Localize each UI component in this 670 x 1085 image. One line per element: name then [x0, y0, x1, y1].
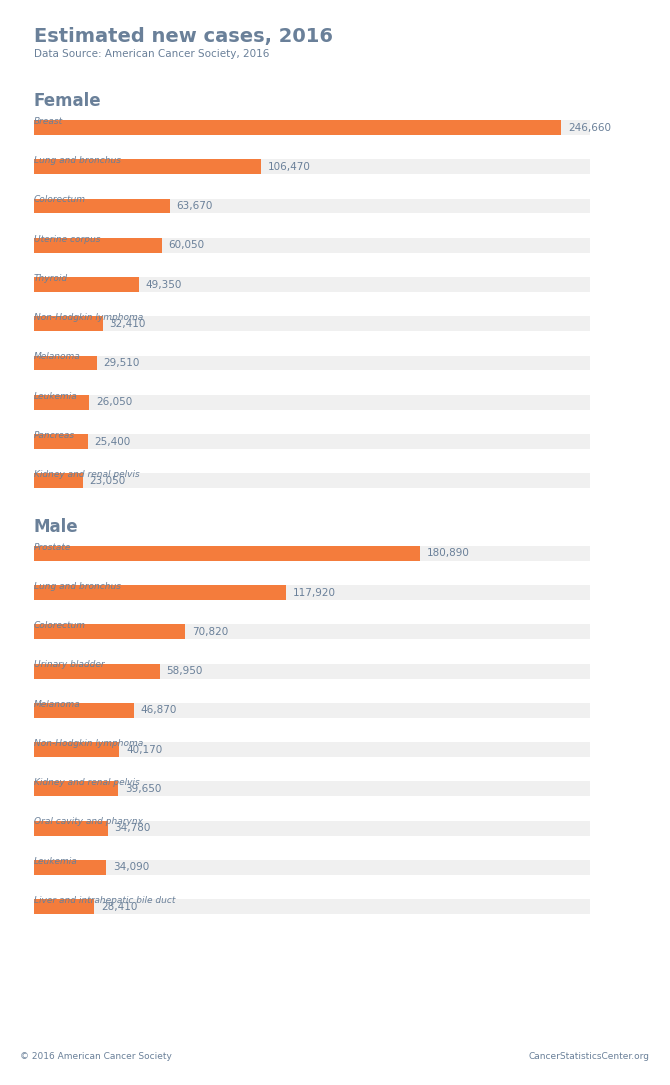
- Text: Colorectum: Colorectum: [34, 622, 86, 630]
- Text: Breast: Breast: [34, 117, 62, 126]
- Text: 63,670: 63,670: [176, 201, 213, 212]
- Text: 70,820: 70,820: [192, 627, 228, 637]
- FancyBboxPatch shape: [34, 277, 590, 292]
- FancyBboxPatch shape: [34, 624, 185, 639]
- Text: Leukemia: Leukemia: [34, 857, 77, 866]
- Text: Female: Female: [34, 92, 101, 111]
- Text: Kidney and renal pelvis: Kidney and renal pelvis: [34, 778, 139, 788]
- Text: 23,050: 23,050: [90, 475, 126, 486]
- Text: CancerStatisticsCenter.org: CancerStatisticsCenter.org: [529, 1052, 650, 1061]
- Text: 32,410: 32,410: [109, 319, 146, 329]
- Text: 60,050: 60,050: [169, 240, 205, 251]
- FancyBboxPatch shape: [34, 664, 159, 678]
- Text: Urinary bladder: Urinary bladder: [34, 661, 104, 669]
- Text: 28,410: 28,410: [101, 902, 137, 911]
- FancyBboxPatch shape: [34, 473, 83, 488]
- Text: 49,350: 49,350: [146, 280, 182, 290]
- FancyBboxPatch shape: [34, 159, 261, 175]
- Text: Pancreas: Pancreas: [34, 431, 74, 439]
- FancyBboxPatch shape: [34, 317, 590, 331]
- FancyBboxPatch shape: [34, 473, 590, 488]
- FancyBboxPatch shape: [34, 703, 134, 718]
- Text: Melanoma: Melanoma: [34, 700, 80, 709]
- FancyBboxPatch shape: [34, 434, 590, 449]
- Text: 117,920: 117,920: [292, 588, 336, 598]
- FancyBboxPatch shape: [34, 820, 108, 835]
- FancyBboxPatch shape: [34, 585, 590, 600]
- FancyBboxPatch shape: [34, 624, 590, 639]
- Text: 26,050: 26,050: [96, 397, 132, 407]
- Text: Data Source: American Cancer Society, 2016: Data Source: American Cancer Society, 20…: [34, 49, 269, 59]
- FancyBboxPatch shape: [34, 238, 590, 253]
- FancyBboxPatch shape: [34, 781, 590, 796]
- Text: Melanoma: Melanoma: [34, 353, 80, 361]
- Text: Estimated new cases, 2016: Estimated new cases, 2016: [34, 27, 332, 47]
- Text: 29,510: 29,510: [103, 358, 139, 368]
- Text: 58,950: 58,950: [166, 666, 202, 676]
- Text: Lung and bronchus: Lung and bronchus: [34, 582, 121, 591]
- Text: Oral cavity and pharynx: Oral cavity and pharynx: [34, 817, 143, 827]
- FancyBboxPatch shape: [34, 859, 590, 875]
- Text: Male: Male: [34, 518, 78, 536]
- Text: Non-Hodgkin lymphoma: Non-Hodgkin lymphoma: [34, 739, 143, 748]
- FancyBboxPatch shape: [34, 585, 285, 600]
- Text: Thyroid: Thyroid: [34, 273, 68, 283]
- FancyBboxPatch shape: [34, 159, 590, 175]
- FancyBboxPatch shape: [34, 395, 590, 410]
- Text: Uterine corpus: Uterine corpus: [34, 234, 100, 244]
- Text: 34,090: 34,090: [113, 863, 149, 872]
- Text: Leukemia: Leukemia: [34, 392, 77, 400]
- FancyBboxPatch shape: [34, 356, 96, 370]
- Text: Lung and bronchus: Lung and bronchus: [34, 156, 121, 165]
- Text: 39,650: 39,650: [125, 783, 161, 794]
- Text: Kidney and renal pelvis: Kidney and renal pelvis: [34, 470, 139, 480]
- FancyBboxPatch shape: [34, 120, 590, 135]
- Text: 34,780: 34,780: [115, 824, 151, 833]
- FancyBboxPatch shape: [34, 899, 590, 914]
- Text: Liver and intrahepatic bile duct: Liver and intrahepatic bile duct: [34, 896, 175, 905]
- FancyBboxPatch shape: [34, 199, 590, 214]
- FancyBboxPatch shape: [34, 703, 590, 718]
- FancyBboxPatch shape: [34, 238, 162, 253]
- FancyBboxPatch shape: [34, 395, 89, 410]
- FancyBboxPatch shape: [34, 859, 107, 875]
- FancyBboxPatch shape: [34, 317, 103, 331]
- Text: Non-Hodgkin lymphoma: Non-Hodgkin lymphoma: [34, 314, 143, 322]
- FancyBboxPatch shape: [34, 546, 420, 561]
- FancyBboxPatch shape: [34, 120, 561, 135]
- FancyBboxPatch shape: [34, 546, 590, 561]
- FancyBboxPatch shape: [34, 277, 139, 292]
- FancyBboxPatch shape: [34, 356, 590, 370]
- Text: 40,170: 40,170: [126, 744, 162, 754]
- FancyBboxPatch shape: [34, 664, 590, 678]
- FancyBboxPatch shape: [34, 781, 119, 796]
- Text: 106,470: 106,470: [268, 162, 311, 171]
- FancyBboxPatch shape: [34, 820, 590, 835]
- Text: © 2016 American Cancer Society: © 2016 American Cancer Society: [20, 1052, 172, 1061]
- Text: 180,890: 180,890: [427, 548, 470, 559]
- Text: 46,870: 46,870: [141, 705, 177, 715]
- Text: 25,400: 25,400: [94, 436, 131, 447]
- FancyBboxPatch shape: [34, 199, 170, 214]
- FancyBboxPatch shape: [34, 742, 119, 757]
- FancyBboxPatch shape: [34, 434, 88, 449]
- Text: Colorectum: Colorectum: [34, 195, 86, 204]
- FancyBboxPatch shape: [34, 742, 590, 757]
- Text: Prostate: Prostate: [34, 542, 71, 552]
- FancyBboxPatch shape: [34, 899, 94, 914]
- Text: 246,660: 246,660: [567, 123, 611, 132]
